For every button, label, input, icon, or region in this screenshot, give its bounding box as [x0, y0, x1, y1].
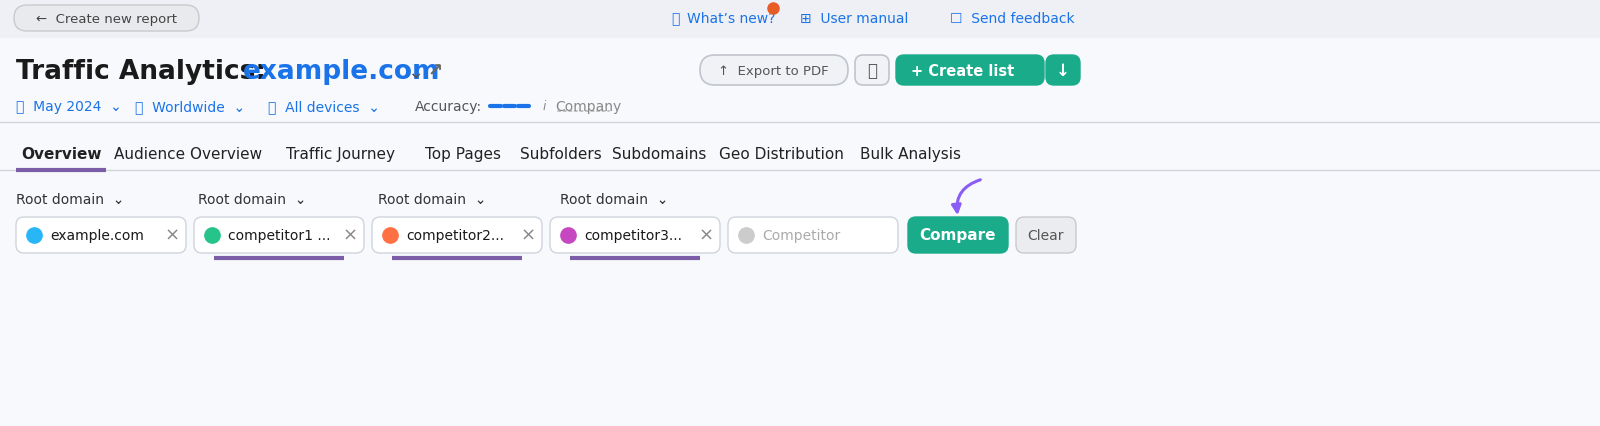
Text: ⌄: ⌄	[406, 62, 424, 81]
Text: Traffic Journey: Traffic Journey	[285, 147, 395, 162]
Text: example.com: example.com	[243, 59, 440, 85]
Text: Company: Company	[555, 100, 621, 114]
FancyBboxPatch shape	[854, 56, 890, 86]
Text: What’s new?: What’s new?	[686, 12, 776, 26]
Text: Bulk Analysis: Bulk Analysis	[861, 147, 962, 162]
Text: ×: ×	[342, 227, 357, 245]
Text: ↑  Export to PDF: ↑ Export to PDF	[718, 64, 829, 77]
Text: ×: ×	[520, 227, 536, 245]
FancyBboxPatch shape	[14, 6, 198, 32]
Text: Accuracy:: Accuracy:	[414, 100, 482, 114]
Text: ⤢: ⤢	[867, 62, 877, 80]
FancyBboxPatch shape	[896, 56, 1043, 86]
Text: Root domain  ⌄: Root domain ⌄	[198, 193, 306, 207]
Text: ↓: ↓	[1056, 62, 1070, 80]
Text: competitor3...: competitor3...	[584, 228, 682, 242]
Text: ←  Create new report: ← Create new report	[35, 12, 176, 26]
Text: ⊞  User manual: ⊞ User manual	[800, 12, 909, 26]
Text: Subfolders: Subfolders	[520, 147, 602, 162]
Text: Overview: Overview	[21, 147, 101, 162]
Text: 📱  All devices  ⌄: 📱 All devices ⌄	[269, 100, 379, 114]
FancyBboxPatch shape	[194, 218, 365, 253]
Text: Traffic Analytics:: Traffic Analytics:	[16, 59, 266, 85]
Text: Geo Distribution: Geo Distribution	[718, 147, 843, 162]
Text: i: i	[542, 100, 547, 113]
FancyBboxPatch shape	[16, 218, 186, 253]
Text: Subdomains: Subdomains	[611, 147, 706, 162]
Text: 🌐  Worldwide  ⌄: 🌐 Worldwide ⌄	[134, 100, 245, 114]
FancyBboxPatch shape	[550, 218, 720, 253]
Text: + Create list: + Create list	[912, 63, 1014, 78]
Text: competitor1 ...: competitor1 ...	[229, 228, 331, 242]
FancyBboxPatch shape	[1046, 56, 1080, 86]
FancyBboxPatch shape	[371, 218, 542, 253]
Text: ×: ×	[165, 227, 179, 245]
Text: Audience Overview: Audience Overview	[115, 147, 262, 162]
Text: 📅  May 2024  ⌄: 📅 May 2024 ⌄	[16, 100, 122, 114]
Text: Root domain  ⌄: Root domain ⌄	[378, 193, 486, 207]
FancyBboxPatch shape	[1016, 218, 1075, 253]
Text: Root domain  ⌄: Root domain ⌄	[560, 193, 669, 207]
Text: Top Pages: Top Pages	[426, 147, 501, 162]
FancyBboxPatch shape	[909, 218, 1008, 253]
Text: Root domain  ⌄: Root domain ⌄	[16, 193, 125, 207]
Text: Clear: Clear	[1027, 228, 1064, 242]
FancyBboxPatch shape	[728, 218, 898, 253]
Text: example.com: example.com	[50, 228, 144, 242]
Text: competitor2...: competitor2...	[406, 228, 504, 242]
Text: ☐  Send feedback: ☐ Send feedback	[950, 12, 1075, 26]
Text: Competitor: Competitor	[762, 228, 840, 242]
FancyArrowPatch shape	[952, 180, 981, 212]
Bar	[0, 0, 1600, 38]
Text: ×: ×	[699, 227, 714, 245]
Text: ↗: ↗	[429, 62, 443, 80]
Text: 📣: 📣	[672, 12, 690, 26]
FancyBboxPatch shape	[701, 56, 848, 86]
Text: Compare: Compare	[920, 228, 997, 243]
